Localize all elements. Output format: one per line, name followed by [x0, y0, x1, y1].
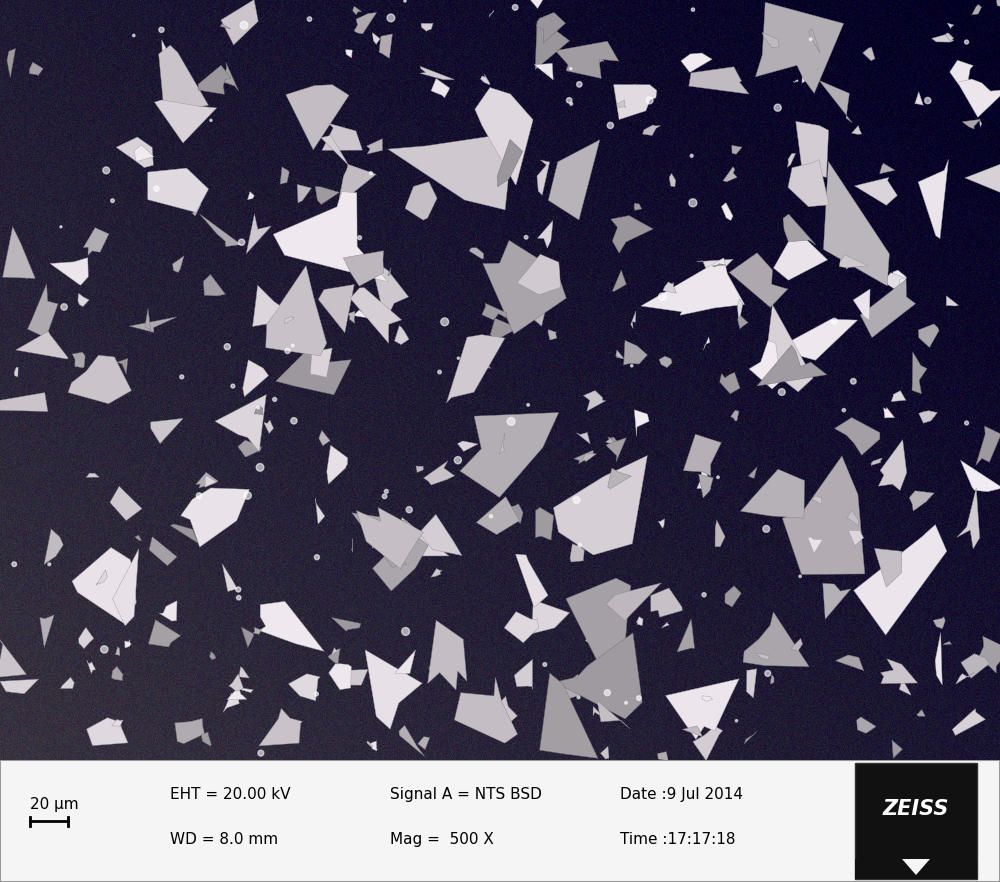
Circle shape [659, 293, 666, 301]
Circle shape [369, 172, 372, 175]
Circle shape [799, 575, 801, 578]
Circle shape [159, 27, 164, 33]
Circle shape [210, 119, 212, 122]
Circle shape [457, 357, 459, 359]
Polygon shape [902, 859, 930, 875]
Circle shape [925, 97, 931, 104]
Circle shape [12, 562, 17, 566]
Circle shape [543, 662, 547, 667]
Circle shape [524, 235, 528, 239]
Circle shape [196, 493, 202, 498]
Circle shape [406, 506, 412, 512]
Circle shape [489, 515, 493, 518]
Polygon shape [855, 859, 977, 879]
Text: ZEISS: ZEISS [883, 799, 949, 818]
Circle shape [577, 696, 580, 699]
Circle shape [384, 490, 388, 493]
Circle shape [103, 167, 110, 174]
Circle shape [566, 98, 572, 103]
Circle shape [285, 348, 290, 354]
Circle shape [231, 385, 235, 388]
Circle shape [717, 476, 719, 479]
Circle shape [273, 398, 277, 401]
Circle shape [382, 494, 387, 498]
Circle shape [809, 38, 812, 41]
Circle shape [965, 40, 969, 44]
Circle shape [573, 497, 580, 504]
Circle shape [387, 14, 395, 22]
Text: Mag =  500 X: Mag = 500 X [390, 832, 494, 847]
Circle shape [454, 457, 462, 464]
Circle shape [180, 375, 184, 379]
Circle shape [314, 555, 319, 560]
Circle shape [256, 464, 264, 471]
Bar [855, 763, 977, 879]
Circle shape [831, 318, 837, 325]
Circle shape [441, 318, 449, 325]
Circle shape [101, 646, 108, 653]
Circle shape [240, 21, 248, 29]
Circle shape [257, 406, 260, 408]
Circle shape [570, 102, 573, 105]
Circle shape [604, 690, 610, 696]
Circle shape [358, 235, 362, 240]
Text: WD = 8.0 mm: WD = 8.0 mm [170, 832, 278, 847]
Circle shape [690, 154, 693, 157]
Circle shape [577, 82, 582, 87]
Circle shape [315, 692, 318, 696]
Circle shape [689, 198, 697, 206]
Circle shape [404, 0, 406, 2]
Circle shape [258, 751, 264, 756]
Text: EHT = 20.00 kV: EHT = 20.00 kV [170, 787, 290, 802]
Circle shape [851, 378, 856, 384]
Circle shape [291, 344, 294, 347]
Circle shape [402, 627, 410, 635]
Circle shape [778, 389, 785, 395]
Circle shape [570, 68, 572, 70]
Circle shape [291, 417, 297, 424]
Circle shape [625, 701, 627, 704]
Circle shape [244, 492, 251, 499]
Text: Date :9 Jul 2014: Date :9 Jul 2014 [620, 787, 743, 802]
Circle shape [527, 404, 530, 407]
Circle shape [637, 696, 641, 700]
Circle shape [238, 239, 245, 245]
Circle shape [735, 720, 738, 721]
Circle shape [842, 408, 845, 412]
Circle shape [578, 543, 582, 547]
Circle shape [631, 364, 633, 367]
Circle shape [48, 563, 51, 565]
Circle shape [236, 587, 241, 592]
Circle shape [646, 97, 653, 104]
Circle shape [965, 421, 969, 425]
Circle shape [763, 526, 770, 533]
Circle shape [607, 123, 614, 129]
Circle shape [691, 8, 695, 11]
Text: 20 μm: 20 μm [30, 797, 79, 812]
Circle shape [60, 226, 62, 228]
Circle shape [154, 186, 159, 191]
Circle shape [237, 595, 241, 600]
Circle shape [133, 34, 135, 37]
Circle shape [765, 670, 771, 676]
Circle shape [61, 303, 67, 310]
Circle shape [774, 104, 781, 111]
Circle shape [512, 4, 518, 11]
Circle shape [702, 593, 706, 597]
Text: Time :17:17:18: Time :17:17:18 [620, 832, 736, 847]
Circle shape [224, 344, 230, 350]
Text: Signal A = NTS BSD: Signal A = NTS BSD [390, 787, 542, 802]
Circle shape [438, 370, 441, 374]
Circle shape [507, 417, 515, 425]
Circle shape [111, 198, 114, 203]
Circle shape [307, 17, 312, 21]
